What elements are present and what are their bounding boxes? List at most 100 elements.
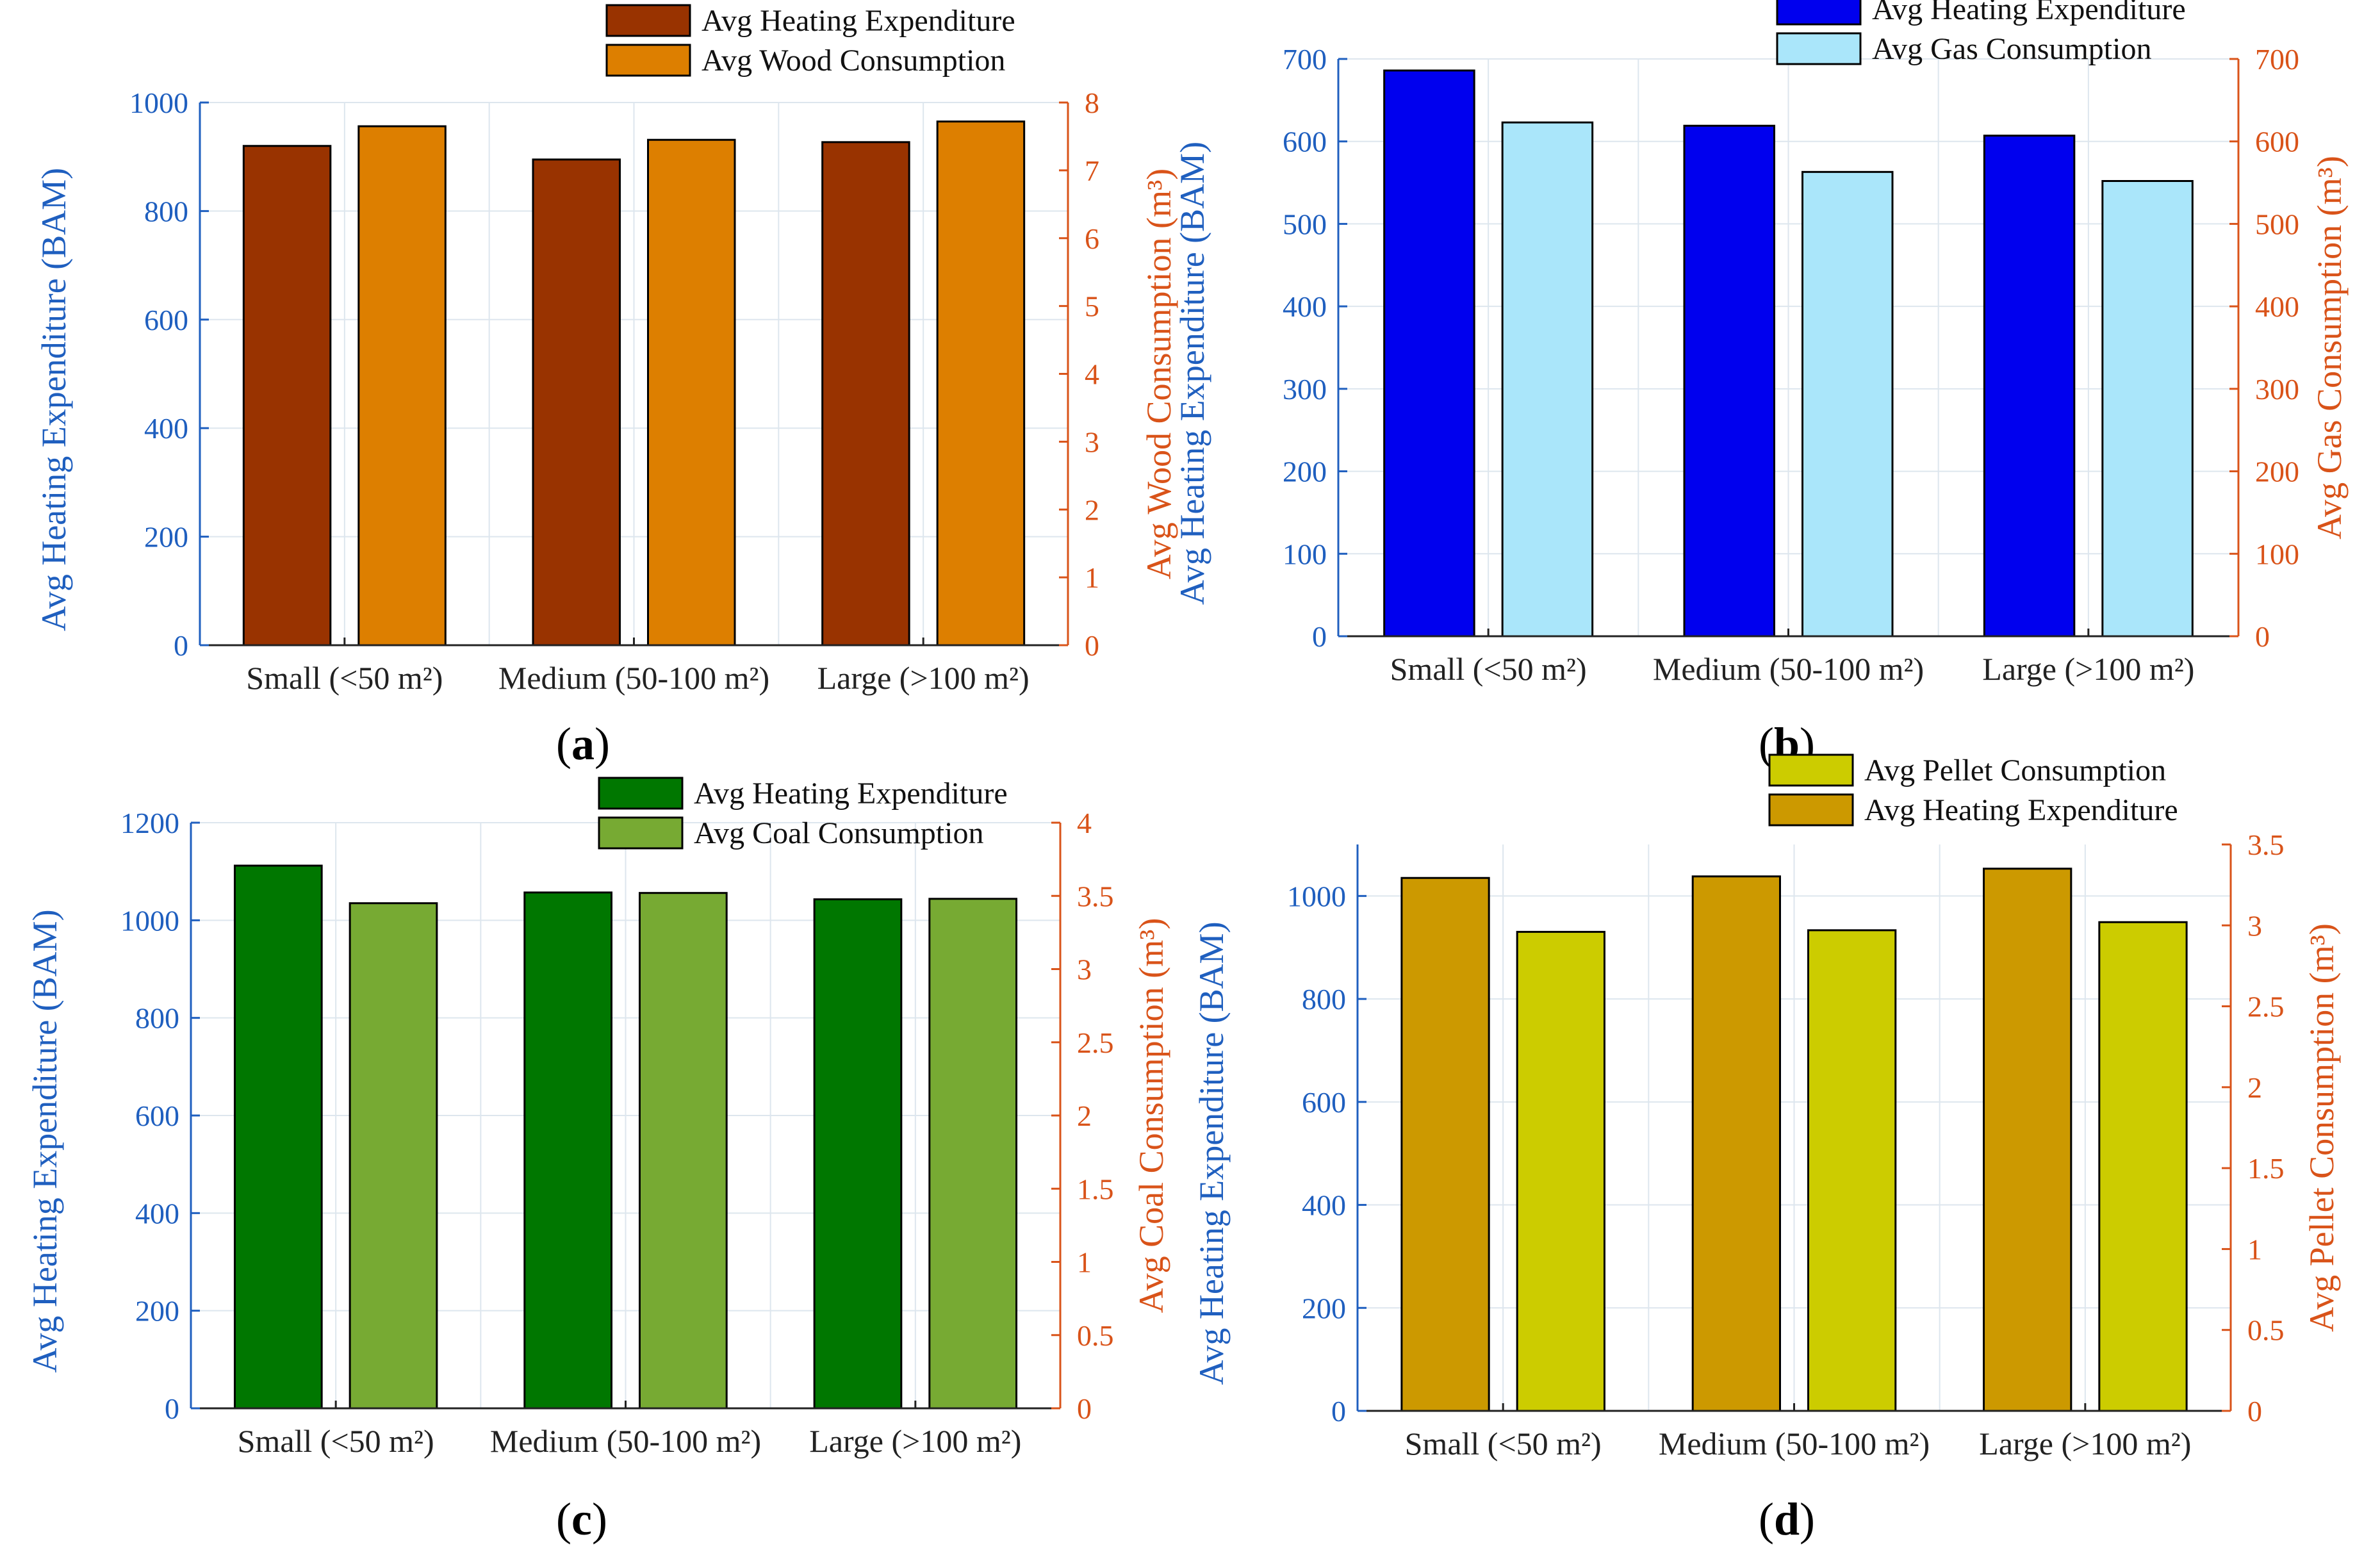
bar-right-series <box>349 902 438 1410</box>
caption-a: (a) <box>556 718 610 770</box>
category-label: Small (<50 m²) <box>1390 651 1587 687</box>
left-tick-label: 400 <box>1302 1189 1346 1222</box>
right-tick-label: 0 <box>2255 620 2270 653</box>
right-tick-label: 2.5 <box>1077 1026 1114 1059</box>
left-tick-label: 600 <box>144 304 188 336</box>
right-tick-label: 1 <box>1077 1246 1092 1279</box>
bar-left-series <box>233 864 323 1410</box>
right-tick-label: 5 <box>1085 290 1099 323</box>
bar-left-series <box>532 158 621 646</box>
right-tick-label: 8 <box>1085 86 1099 119</box>
category-label: Large (>100 m²) <box>1982 651 2194 687</box>
left-axis-title: Avg Heating Expenditure (BAM) <box>1192 921 1231 1385</box>
caption-c: (c) <box>556 1494 607 1545</box>
panel-c: 0 200 400 600 800 1000 1200 0 0.5 1 1.5 2 2.5 3 3.5 4 Sm… <box>0 777 1190 1564</box>
bar-right-series <box>1501 121 1594 638</box>
right-tick-label: 0.5 <box>2247 1314 2285 1347</box>
right-tick-label: 400 <box>2255 290 2299 323</box>
bar-left-series <box>523 891 612 1410</box>
left-tick-label: 700 <box>1283 43 1327 76</box>
left-tick-label: 0 <box>165 1392 179 1425</box>
right-tick-label: 4 <box>1077 807 1092 839</box>
legend-label: Avg Coal Consumption <box>694 816 983 850</box>
category-label: Large (>100 m²) <box>1979 1426 2191 1461</box>
legend-swatch <box>605 44 691 77</box>
left-tick-label: 200 <box>135 1295 179 1328</box>
legend-swatch <box>1776 0 1862 26</box>
panel-a: 0 200 400 600 800 1000 0 1 2 3 4 5 6 7 8 Small (<50 m²)… <box>0 0 1190 782</box>
left-tick-label: 0 <box>174 629 188 662</box>
legend-label: Avg Wood Consumption <box>702 44 1005 78</box>
bar-right-series <box>647 138 736 646</box>
legend-swatch <box>598 777 684 810</box>
left-tick-label: 200 <box>1283 456 1327 488</box>
left-axis-title: Avg Heating Expenditure (BAM) <box>35 168 73 631</box>
bar-left-series <box>1983 868 2072 1412</box>
left-tick-label: 200 <box>144 521 188 554</box>
bar-left-series <box>821 141 910 646</box>
right-tick-label: 600 <box>2255 126 2299 158</box>
bar-left-series <box>1400 877 1490 1412</box>
left-axis-title: Avg Heating Expenditure (BAM) <box>26 909 64 1372</box>
left-tick-label: 300 <box>1283 373 1327 406</box>
caption-d: (d) <box>1759 1494 1816 1545</box>
legend-swatch <box>605 4 691 37</box>
chart-a: 0 200 400 600 800 1000 0 1 2 3 4 5 6 7 8 Small (<50 m²)… <box>35 4 1178 696</box>
bar-right-series <box>1807 929 1897 1412</box>
right-tick-label: 300 <box>2255 373 2299 406</box>
legend-swatch <box>1768 753 1854 787</box>
left-tick-label: 600 <box>1302 1086 1346 1119</box>
bar-right-series <box>357 125 447 646</box>
left-tick-label: 600 <box>1283 126 1327 158</box>
bar-left-series <box>1691 875 1782 1412</box>
right-tick-label: 2.5 <box>2247 991 2285 1023</box>
left-tick-label: 1000 <box>1287 880 1346 912</box>
legend-label: Avg Heating Expenditure <box>1872 0 2186 26</box>
category-label: Large (>100 m²) <box>809 1423 1021 1459</box>
right-tick-label: 1 <box>1085 561 1099 594</box>
left-tick-label: 400 <box>144 412 188 445</box>
category-label: Medium (50-100 m²) <box>490 1423 761 1459</box>
right-tick-label: 700 <box>2255 43 2299 76</box>
right-tick-label: 2 <box>1085 493 1099 526</box>
left-tick-label: 1200 <box>120 807 179 839</box>
bar-left-series <box>242 145 332 646</box>
legend-swatch <box>598 816 684 850</box>
category-label: Medium (50-100 m²) <box>1653 651 1924 687</box>
chart-b: 0 100 200 300 400 500 600 700 0 100 200 300 400 500 60… <box>1173 0 2349 687</box>
category-label: Large (>100 m²) <box>817 660 1030 696</box>
left-tick-label: 800 <box>135 1002 179 1035</box>
left-tick-label: 800 <box>1302 983 1346 1016</box>
category-label: Small (<50 m²) <box>246 660 443 696</box>
right-tick-label: 100 <box>2255 538 2299 570</box>
bar-right-series <box>2101 179 2194 638</box>
left-tick-label: 500 <box>1283 208 1327 240</box>
left-tick-label: 1000 <box>129 86 188 119</box>
left-tick-label: 0 <box>1312 620 1327 653</box>
bar-right-series <box>1516 930 1605 1412</box>
category-label: Medium (50-100 m²) <box>498 660 769 696</box>
right-tick-label: 3 <box>2247 909 2262 942</box>
right-tick-label: 2 <box>2247 1071 2262 1104</box>
right-tick-label: 500 <box>2255 208 2299 240</box>
bar-left-series <box>813 898 903 1410</box>
chart-d: 0 200 400 600 800 1000 0 0.5 1 1.5 2 2.5 3 3.5 Small (… <box>1192 753 2341 1461</box>
left-tick-label: 600 <box>135 1099 179 1132</box>
category-label: Small (<50 m²) <box>1405 1426 1602 1461</box>
left-tick-label: 1000 <box>120 904 179 937</box>
left-tick-label: 0 <box>1331 1395 1346 1428</box>
right-tick-label: 0 <box>2247 1395 2262 1428</box>
right-tick-label: 0 <box>1077 1392 1092 1425</box>
bar-right-series <box>928 898 1018 1410</box>
legend-swatch <box>1776 32 1862 65</box>
legend-swatch <box>1768 793 1854 827</box>
left-axis-title: Avg Heating Expenditure (BAM) <box>1173 142 1211 605</box>
right-tick-label: 3.5 <box>2247 828 2285 861</box>
panel-d: 0 200 400 600 800 1000 0 0.5 1 1.5 2 2.5 3 3.5 Small (… <box>1190 753 2380 1564</box>
left-tick-label: 200 <box>1302 1292 1346 1324</box>
right-tick-label: 3 <box>1085 425 1099 458</box>
bar-left-series <box>1983 135 2076 638</box>
right-tick-label: 2 <box>1077 1099 1092 1132</box>
bar-right-series <box>936 120 1026 646</box>
legend-label: Avg Pellet Consumption <box>1864 753 2166 787</box>
